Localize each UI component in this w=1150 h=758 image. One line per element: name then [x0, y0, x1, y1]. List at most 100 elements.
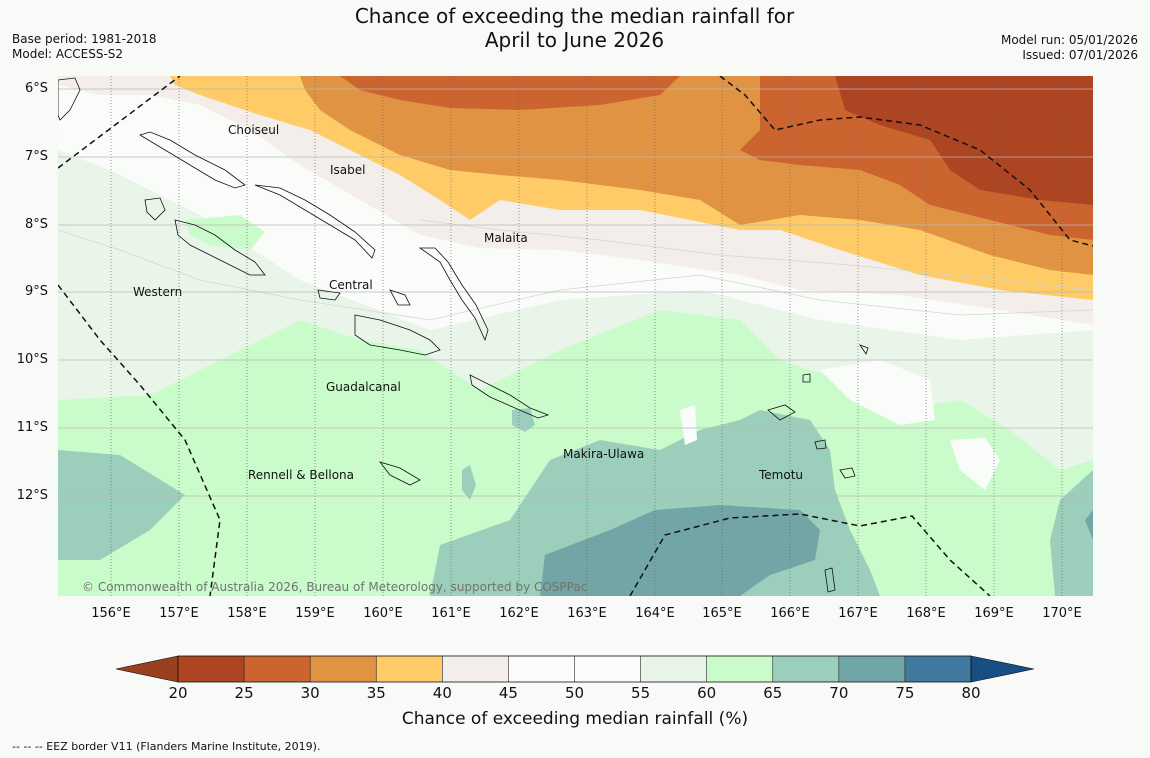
colorbar-cell-50-55: [574, 656, 642, 682]
colorbar-tick-25: 25: [234, 684, 254, 702]
contour-65-70-small: [462, 465, 476, 500]
eez-south: [629, 513, 991, 596]
lon-label-162e: 162°E: [499, 606, 539, 621]
contour-50-blob-east: [950, 438, 1000, 490]
lat-label-8s: 8°S: [24, 217, 48, 232]
model-name: Model: ACCESS-S2: [12, 47, 124, 61]
place-makira-ulawa: Makira-Ulawa: [563, 447, 645, 461]
lon-label-163e: 163°E: [567, 606, 607, 621]
colorbar-label: Chance of exceeding median rainfall (%): [401, 709, 749, 729]
colorbar-under-arrow: [115, 655, 179, 683]
lon-label-165e: 165°E: [702, 606, 742, 621]
island-rennell: [378, 461, 421, 486]
contour-65-70-east: [1050, 470, 1093, 596]
place-choiseul: Choiseul: [228, 123, 280, 137]
coastlines: [58, 77, 869, 593]
base-period: Base period: 1981-2018: [12, 32, 157, 46]
contour-20-25: [835, 76, 1093, 205]
colorbar-cell-35-40: [376, 656, 443, 682]
colorbar: [115, 655, 1035, 683]
colorbar-tick-55: 55: [631, 684, 651, 702]
contour-25-30-west: [340, 76, 680, 110]
lon-label-167e: 167°E: [838, 606, 878, 621]
island-makira: [469, 374, 550, 419]
lat-label-9s: 9°S: [24, 284, 48, 299]
colorbar-tick-50: 50: [564, 684, 585, 702]
lat-label-11s: 11°S: [16, 420, 48, 435]
lon-label-166e: 166°E: [770, 606, 810, 621]
lon-label-160e: 160°E: [363, 606, 403, 621]
lon-label-156e: 156°E: [91, 606, 131, 621]
colorbar-cells: [178, 656, 972, 682]
place-central: Central: [329, 278, 373, 292]
lon-label-158e: 158°E: [227, 606, 267, 621]
colorbar-tick-65: 65: [763, 684, 783, 702]
colorbar-cell-45-50: [508, 656, 575, 682]
colorbar-cell-30-35: [310, 656, 377, 682]
title-line-2: April to June 2026: [484, 28, 665, 52]
eez-west: [58, 284, 221, 596]
colorbar-cell-25-30: [244, 656, 311, 682]
lon-label-161e: 161°E: [431, 606, 471, 621]
contour-50-blob-mid: [680, 405, 697, 445]
map-title: Chance of exceeding the median rainfall …: [0, 4, 1150, 52]
eez-north: [58, 76, 181, 169]
island-reef: [802, 373, 811, 383]
place-temotu: Temotu: [759, 468, 804, 482]
lon-label-157e: 157°E: [159, 606, 199, 621]
contour-50-blob-ne: [820, 360, 935, 425]
colorbar-cell-40-45: [442, 656, 509, 682]
island-vella-lavella: [144, 197, 166, 221]
colorbar-tick-80: 80: [961, 684, 981, 702]
place-rennell-bellona: Rennell & Bellona: [248, 468, 355, 482]
colorbar-outline: [177, 655, 972, 683]
colorbar-tick-70: 70: [829, 684, 849, 702]
island-choiseul: [139, 131, 246, 189]
lon-label-169e: 169°E: [974, 606, 1014, 621]
map-contours: [58, 76, 1093, 596]
colorbar-tick-40: 40: [432, 684, 452, 702]
lat-label-6s: 6°S: [24, 81, 48, 96]
meta-right: Model run: 05/01/2026 Issued: 07/01/2026: [1001, 33, 1138, 63]
island-duff: [858, 344, 869, 355]
lon-label-164e: 164°E: [635, 606, 675, 621]
contour-lines: [58, 219, 1093, 321]
model-run: Model run: 05/01/2026: [1000, 33, 1138, 47]
contour-60-65-north: [185, 215, 265, 250]
colorbar-tick-30: 30: [300, 684, 320, 702]
issued-date: Issued: 07/01/2026: [1022, 48, 1138, 62]
eez-borders: [58, 76, 1093, 596]
contour-65-70-west: [58, 450, 185, 560]
island-bougainville: [58, 77, 81, 121]
colorbar-tick-45: 45: [498, 684, 518, 702]
place-western: Western: [133, 285, 183, 299]
island-santa-cruz: [767, 404, 796, 421]
lat-label-12s: 12°S: [16, 488, 48, 503]
place-isabel: Isabel: [330, 163, 366, 177]
place-malaita: Malaita: [484, 231, 528, 245]
island-new-georgia: [174, 219, 266, 276]
island-florida: [389, 289, 411, 306]
island-tikopia: [824, 567, 836, 593]
parallels: [58, 88, 1093, 497]
eez-northeast: [719, 76, 1093, 247]
contour-70-75: [540, 505, 820, 596]
lat-label-7s: 7°S: [24, 149, 48, 164]
colorbar-cell-75-80: [904, 656, 972, 682]
lon-label-168e: 168°E: [906, 606, 946, 621]
colorbar-over-arrow: [970, 655, 1035, 683]
lon-label-170e: 170°E: [1042, 606, 1082, 621]
island-utupua: [839, 467, 856, 479]
colorbar-cell-20-25: [178, 656, 245, 682]
island-malaita: [418, 247, 489, 342]
colorbar-tick-75: 75: [895, 684, 915, 702]
eez-legend: -- -- -- EEZ border V11 (Flanders Marine…: [12, 740, 321, 753]
island-russell: [317, 289, 341, 301]
lat-label-10s: 10°S: [16, 352, 48, 367]
colorbar-cell-70-75: [838, 656, 906, 682]
colorbar-tick-60: 60: [697, 684, 717, 702]
colorbar-cell-60-65: [706, 656, 774, 682]
colorbar-cell-55-60: [640, 656, 708, 682]
place-guadalcanal: Guadalcanal: [326, 380, 401, 394]
